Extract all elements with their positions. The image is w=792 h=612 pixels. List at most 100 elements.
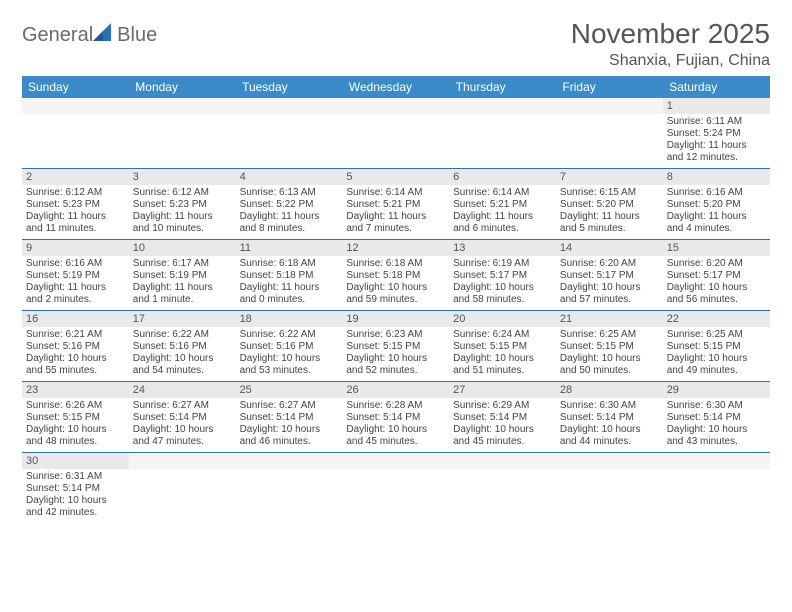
daylight-text: Daylight: 10 hours and 44 minutes. (560, 424, 659, 448)
day-number-cell (556, 453, 663, 470)
day-detail-cell: Sunrise: 6:17 AMSunset: 5:19 PMDaylight:… (129, 256, 236, 311)
sunset-text: Sunset: 5:14 PM (346, 412, 445, 424)
sunrise-text: Sunrise: 6:22 AM (240, 329, 339, 341)
sunset-text: Sunset: 5:15 PM (667, 341, 766, 353)
weekday-header: Saturday (663, 76, 770, 98)
day-number-cell: 11 (236, 240, 343, 257)
day-detail-cell: Sunrise: 6:12 AMSunset: 5:23 PMDaylight:… (22, 185, 129, 240)
weekday-header-row: SundayMondayTuesdayWednesdayThursdayFrid… (22, 76, 770, 98)
day-number-cell: 30 (22, 453, 129, 470)
daylight-text: Daylight: 10 hours and 51 minutes. (453, 353, 552, 377)
day-number-cell: 15 (663, 240, 770, 257)
day-detail-cell (129, 114, 236, 169)
day-number-cell (342, 453, 449, 470)
daylight-text: Daylight: 10 hours and 54 minutes. (133, 353, 232, 377)
day-number-cell: 22 (663, 311, 770, 328)
day-number-cell: 14 (556, 240, 663, 257)
day-detail-cell: Sunrise: 6:31 AMSunset: 5:14 PMDaylight:… (22, 469, 129, 523)
sunset-text: Sunset: 5:23 PM (133, 199, 232, 211)
sunrise-text: Sunrise: 6:26 AM (26, 400, 125, 412)
day-detail-cell: Sunrise: 6:25 AMSunset: 5:15 PMDaylight:… (556, 327, 663, 382)
sunrise-text: Sunrise: 6:14 AM (346, 187, 445, 199)
day-detail-cell: Sunrise: 6:22 AMSunset: 5:16 PMDaylight:… (236, 327, 343, 382)
sunset-text: Sunset: 5:21 PM (453, 199, 552, 211)
daylight-text: Daylight: 11 hours and 0 minutes. (240, 282, 339, 306)
sunset-text: Sunset: 5:18 PM (240, 270, 339, 282)
day-detail-cell: Sunrise: 6:16 AMSunset: 5:20 PMDaylight:… (663, 185, 770, 240)
detail-row: Sunrise: 6:21 AMSunset: 5:16 PMDaylight:… (22, 327, 770, 382)
day-detail-cell: Sunrise: 6:25 AMSunset: 5:15 PMDaylight:… (663, 327, 770, 382)
day-detail-cell: Sunrise: 6:23 AMSunset: 5:15 PMDaylight:… (342, 327, 449, 382)
day-detail-cell: Sunrise: 6:18 AMSunset: 5:18 PMDaylight:… (342, 256, 449, 311)
day-detail-cell: Sunrise: 6:12 AMSunset: 5:23 PMDaylight:… (129, 185, 236, 240)
day-number-cell: 25 (236, 382, 343, 399)
day-number-cell (236, 453, 343, 470)
daynum-row: 1 (22, 98, 770, 114)
day-detail-cell (556, 469, 663, 523)
sunrise-text: Sunrise: 6:23 AM (346, 329, 445, 341)
day-number-cell: 1 (663, 98, 770, 114)
daylight-text: Daylight: 11 hours and 6 minutes. (453, 211, 552, 235)
month-title: November 2025 (571, 18, 770, 50)
detail-row: Sunrise: 6:16 AMSunset: 5:19 PMDaylight:… (22, 256, 770, 311)
day-number-cell: 13 (449, 240, 556, 257)
sunrise-text: Sunrise: 6:16 AM (26, 258, 125, 270)
sail-icon (93, 23, 113, 41)
sunrise-text: Sunrise: 6:15 AM (560, 187, 659, 199)
day-number-cell: 9 (22, 240, 129, 257)
sunrise-text: Sunrise: 6:22 AM (133, 329, 232, 341)
sunrise-text: Sunrise: 6:18 AM (240, 258, 339, 270)
daylight-text: Daylight: 10 hours and 42 minutes. (26, 495, 125, 519)
sunset-text: Sunset: 5:15 PM (346, 341, 445, 353)
day-number-cell (556, 98, 663, 114)
day-number-cell (236, 98, 343, 114)
sunset-text: Sunset: 5:17 PM (560, 270, 659, 282)
day-detail-cell: Sunrise: 6:21 AMSunset: 5:16 PMDaylight:… (22, 327, 129, 382)
day-detail-cell: Sunrise: 6:28 AMSunset: 5:14 PMDaylight:… (342, 398, 449, 453)
day-number-cell: 7 (556, 169, 663, 186)
day-detail-cell (236, 114, 343, 169)
day-number-cell: 3 (129, 169, 236, 186)
day-detail-cell: Sunrise: 6:20 AMSunset: 5:17 PMDaylight:… (663, 256, 770, 311)
weekday-header: Tuesday (236, 76, 343, 98)
day-number-cell: 12 (342, 240, 449, 257)
sunset-text: Sunset: 5:22 PM (240, 199, 339, 211)
sunset-text: Sunset: 5:16 PM (26, 341, 125, 353)
day-number-cell: 18 (236, 311, 343, 328)
sunrise-text: Sunrise: 6:16 AM (667, 187, 766, 199)
sunset-text: Sunset: 5:23 PM (26, 199, 125, 211)
daynum-row: 16171819202122 (22, 311, 770, 328)
detail-row: Sunrise: 6:12 AMSunset: 5:23 PMDaylight:… (22, 185, 770, 240)
detail-row: Sunrise: 6:31 AMSunset: 5:14 PMDaylight:… (22, 469, 770, 523)
weekday-header: Monday (129, 76, 236, 98)
sunset-text: Sunset: 5:14 PM (667, 412, 766, 424)
sunrise-text: Sunrise: 6:20 AM (667, 258, 766, 270)
sunset-text: Sunset: 5:14 PM (560, 412, 659, 424)
day-detail-cell (342, 469, 449, 523)
day-detail-cell: Sunrise: 6:24 AMSunset: 5:15 PMDaylight:… (449, 327, 556, 382)
day-number-cell: 28 (556, 382, 663, 399)
daylight-text: Daylight: 10 hours and 47 minutes. (133, 424, 232, 448)
day-number-cell: 10 (129, 240, 236, 257)
detail-row: Sunrise: 6:11 AMSunset: 5:24 PMDaylight:… (22, 114, 770, 169)
day-number-cell: 29 (663, 382, 770, 399)
daylight-text: Daylight: 10 hours and 49 minutes. (667, 353, 766, 377)
daylight-text: Daylight: 11 hours and 12 minutes. (667, 140, 766, 164)
day-number-cell: 21 (556, 311, 663, 328)
sunset-text: Sunset: 5:17 PM (667, 270, 766, 282)
title-block: November 2025 Shanxia, Fujian, China (571, 18, 770, 70)
daylight-text: Daylight: 10 hours and 45 minutes. (346, 424, 445, 448)
day-number-cell (449, 98, 556, 114)
day-detail-cell: Sunrise: 6:16 AMSunset: 5:19 PMDaylight:… (22, 256, 129, 311)
weekday-header: Sunday (22, 76, 129, 98)
day-detail-cell: Sunrise: 6:11 AMSunset: 5:24 PMDaylight:… (663, 114, 770, 169)
sunrise-text: Sunrise: 6:11 AM (667, 116, 766, 128)
sunrise-text: Sunrise: 6:27 AM (133, 400, 232, 412)
sunset-text: Sunset: 5:14 PM (26, 483, 125, 495)
daylight-text: Daylight: 11 hours and 2 minutes. (26, 282, 125, 306)
sunset-text: Sunset: 5:20 PM (667, 199, 766, 211)
sunset-text: Sunset: 5:19 PM (26, 270, 125, 282)
day-detail-cell: Sunrise: 6:29 AMSunset: 5:14 PMDaylight:… (449, 398, 556, 453)
day-number-cell (22, 98, 129, 114)
day-detail-cell (449, 469, 556, 523)
